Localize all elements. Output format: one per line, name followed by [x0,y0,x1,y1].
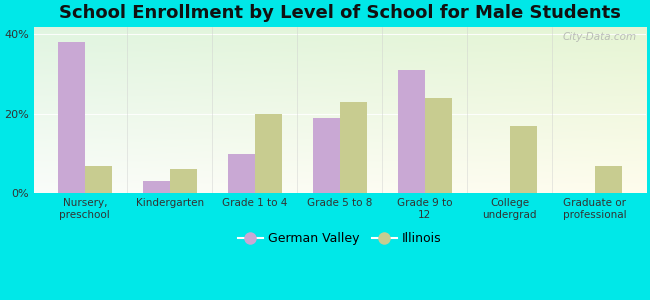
Bar [255,114,282,193]
Bar [510,126,537,193]
Bar [58,42,84,193]
Bar [142,182,170,193]
Bar [313,118,340,193]
Bar [398,70,425,193]
Bar [425,98,452,193]
Text: City-Data.com: City-Data.com [562,32,636,41]
Bar [84,166,112,193]
Bar [170,169,197,193]
Bar [595,166,622,193]
Title: School Enrollment by Level of School for Male Students: School Enrollment by Level of School for… [59,4,621,22]
Bar [340,102,367,193]
Bar [227,154,255,193]
Legend: German Valley, Illinois: German Valley, Illinois [233,227,447,250]
